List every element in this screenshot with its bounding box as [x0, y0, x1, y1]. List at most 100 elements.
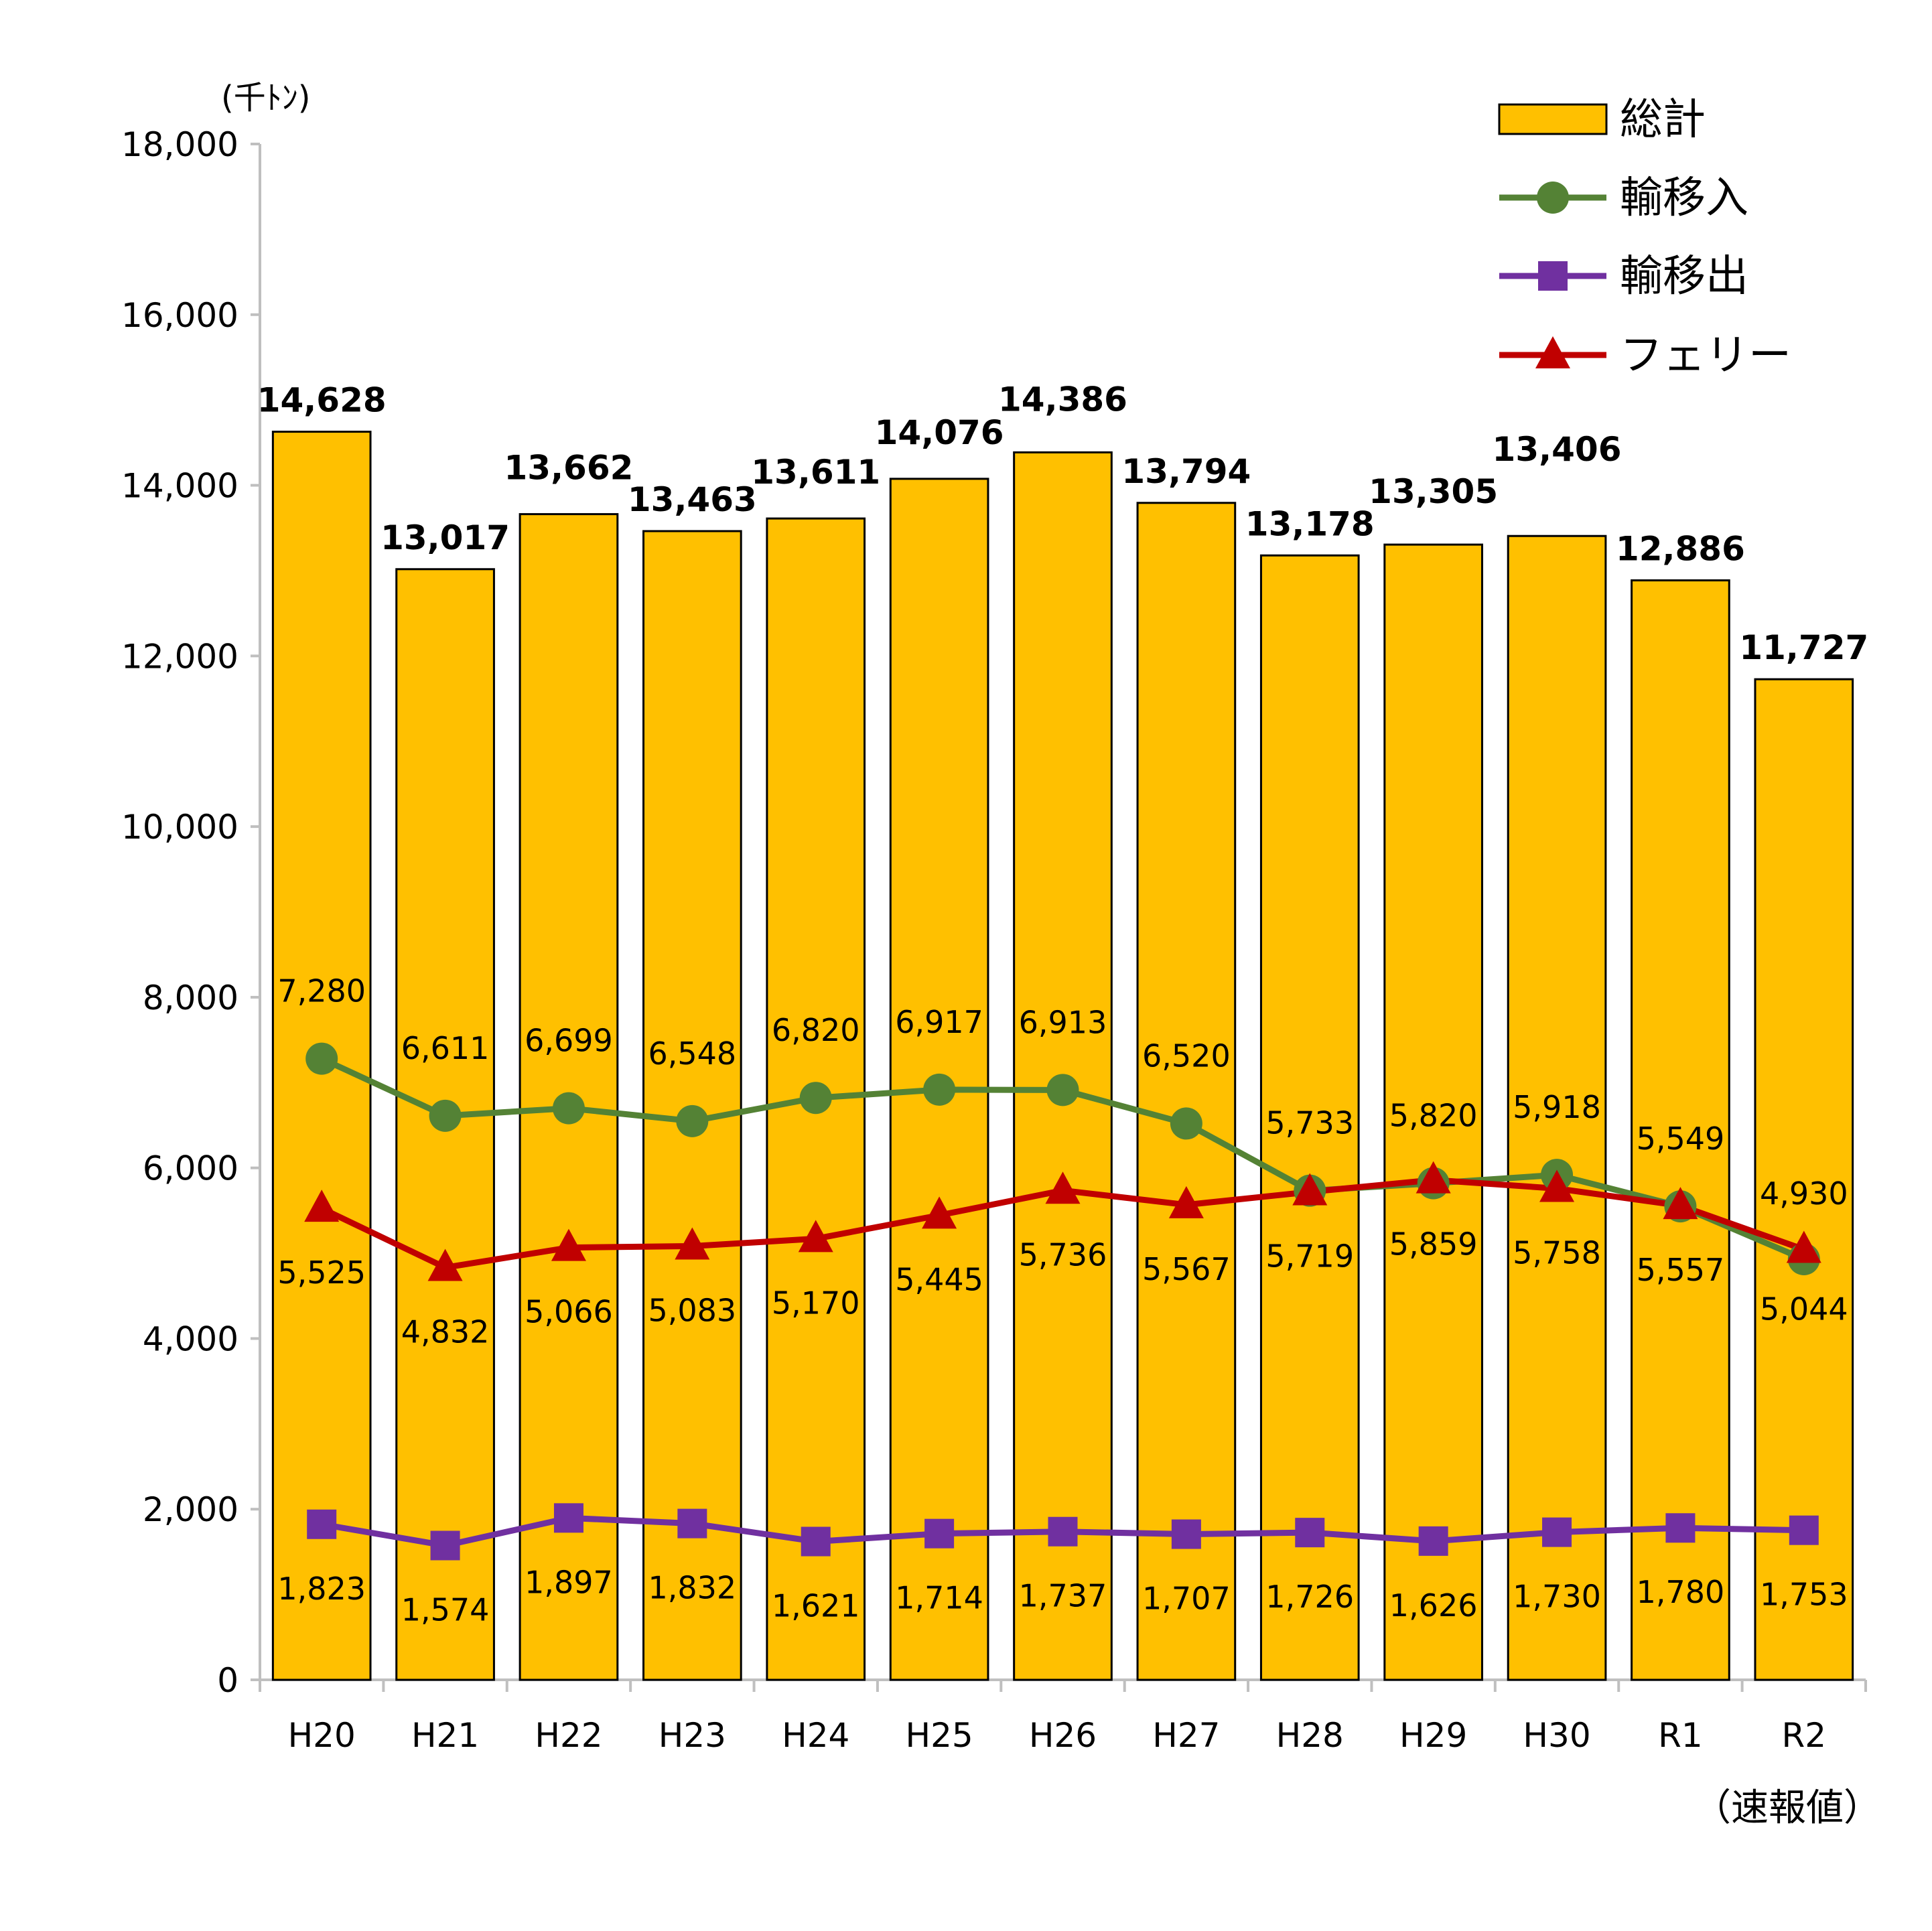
x-tick-label: H29 — [1399, 1716, 1467, 1755]
x-tick-label: H24 — [782, 1716, 849, 1755]
y-tick-label: 12,000 — [121, 637, 238, 676]
series-marker-2 — [307, 1509, 337, 1539]
x-tick-label: H30 — [1523, 1716, 1590, 1755]
y-tick-label: 8,000 — [143, 979, 238, 1017]
data-labels: 14,628 13,017 13,66213,46313,61114,07614,3… — [257, 380, 1869, 1628]
series-marker-2 — [1789, 1515, 1819, 1545]
legend-label: フェリー — [1620, 331, 1791, 380]
x-tick-label: H28 — [1276, 1716, 1344, 1755]
export-value-label: 1,726 — [1265, 1579, 1354, 1615]
series-marker-3 — [922, 1196, 957, 1229]
series-marker-3 — [1416, 1161, 1451, 1194]
series-marker-3 — [304, 1190, 340, 1222]
import-value-label: 6,820 — [772, 1012, 860, 1048]
export-value-label: 1,780 — [1637, 1574, 1725, 1610]
axes: 0 2,000 4,000 6,000 8,000 10,000 12,000 14,000 1… — [121, 125, 1867, 1755]
series-marker-1 — [552, 1092, 585, 1125]
x-tick-label: H20 — [288, 1716, 356, 1755]
y-tick-label: 18,000 — [121, 125, 238, 164]
series-marker-3 — [551, 1228, 586, 1261]
series-marker-1 — [799, 1082, 832, 1115]
ferry-value-label: 5,758 — [1513, 1234, 1601, 1271]
y-axis-unit-label: (千ﾄﾝ) — [221, 79, 310, 117]
ferry-value-label: 5,170 — [772, 1285, 860, 1321]
y-tick-label: 10,000 — [121, 808, 238, 847]
bar — [1631, 579, 1730, 1681]
legend-label: 輸移入 — [1620, 173, 1748, 223]
bar-value-label: 12,886 — [1616, 529, 1745, 568]
series-marker-3 — [1292, 1173, 1328, 1206]
series-lines — [304, 1042, 1821, 1561]
bar-value-label: 13,794 — [1121, 452, 1251, 491]
series-marker-2 — [924, 1518, 955, 1549]
ferry-value-label: 5,066 — [525, 1294, 613, 1330]
import-value-label: 5,733 — [1265, 1105, 1354, 1141]
legend-label: 輸移出 — [1620, 252, 1748, 301]
bar — [1013, 451, 1113, 1681]
import-value-label: 7,280 — [277, 973, 366, 1009]
series-marker-3 — [675, 1227, 710, 1260]
export-value-label: 1,730 — [1513, 1579, 1601, 1615]
series-marker-3 — [1786, 1230, 1821, 1263]
export-value-label: 1,714 — [895, 1580, 983, 1616]
ferry-value-label: 5,859 — [1389, 1226, 1478, 1263]
bar-value-label: 13,463 — [628, 480, 757, 519]
ferry-value-label: 5,044 — [1760, 1291, 1848, 1327]
import-value-label: 6,611 — [401, 1030, 490, 1066]
export-value-label: 1,626 — [1389, 1587, 1478, 1624]
series-marker-2 — [1171, 1519, 1201, 1549]
bar-value-label: 14,628 — [257, 381, 387, 420]
series-marker-3 — [1045, 1171, 1081, 1204]
series-marker-2 — [1665, 1513, 1696, 1543]
export-value-label: 1,753 — [1760, 1577, 1848, 1613]
import-value-label: 6,913 — [1019, 1004, 1107, 1040]
legend-swatch-total — [1498, 103, 1608, 135]
bar — [1754, 678, 1854, 1681]
bar-value-label: 13,305 — [1369, 472, 1498, 511]
y-tick-label: 6,000 — [143, 1149, 238, 1188]
bar-value-label: 13,406 — [1493, 430, 1622, 469]
export-value-label: 1,823 — [277, 1571, 366, 1607]
bar — [1383, 543, 1483, 1681]
x-tick-label: H23 — [659, 1716, 726, 1755]
series-marker-2 — [1295, 1518, 1325, 1548]
x-tick-label: R1 — [1658, 1716, 1703, 1755]
import-value-label: 5,820 — [1389, 1098, 1478, 1134]
x-tick-label: R2 — [1782, 1716, 1827, 1755]
legend-marker-1 — [1537, 182, 1569, 214]
import-value-label: 6,548 — [648, 1035, 736, 1072]
y-tick-label: 16,000 — [121, 296, 238, 335]
export-value-label: 1,574 — [401, 1591, 490, 1628]
series-marker-2 — [1048, 1516, 1078, 1547]
series-marker-2 — [430, 1530, 460, 1561]
series-marker-3 — [798, 1220, 833, 1253]
series-marker-1 — [1046, 1074, 1079, 1106]
export-value-label: 1,737 — [1019, 1578, 1107, 1614]
bar — [1259, 554, 1360, 1681]
series-marker-2 — [801, 1526, 831, 1557]
series-marker-2 — [1542, 1517, 1572, 1547]
series-marker-3 — [1168, 1186, 1204, 1218]
series-marker-1 — [1170, 1107, 1202, 1140]
ferry-value-label: 5,567 — [1142, 1251, 1231, 1287]
legend-marker-2 — [1538, 261, 1568, 291]
x-tick-label: H21 — [411, 1716, 479, 1755]
x-tick-label: H27 — [1152, 1716, 1220, 1755]
x-tick-label: H22 — [535, 1716, 602, 1755]
import-value-label: 5,549 — [1637, 1121, 1725, 1157]
y-tick-label: 14,000 — [121, 467, 238, 506]
import-value-label: 6,917 — [895, 1004, 983, 1040]
bar-value-label: 13,178 — [1245, 504, 1375, 543]
export-value-label: 1,897 — [525, 1564, 613, 1600]
bar-value-label: 11,727 — [1739, 628, 1868, 667]
bars — [271, 431, 1854, 1681]
bar-value-label: 13,662 — [504, 449, 633, 488]
legend-label: 総計 — [1620, 95, 1706, 145]
bar-value-label: 14,076 — [875, 413, 1004, 452]
legend-marker-3 — [1535, 336, 1570, 368]
series-marker-1 — [923, 1073, 956, 1106]
ferry-value-label: 5,736 — [1019, 1236, 1107, 1273]
bar — [1136, 502, 1237, 1681]
import-value-label: 4,930 — [1760, 1175, 1848, 1212]
